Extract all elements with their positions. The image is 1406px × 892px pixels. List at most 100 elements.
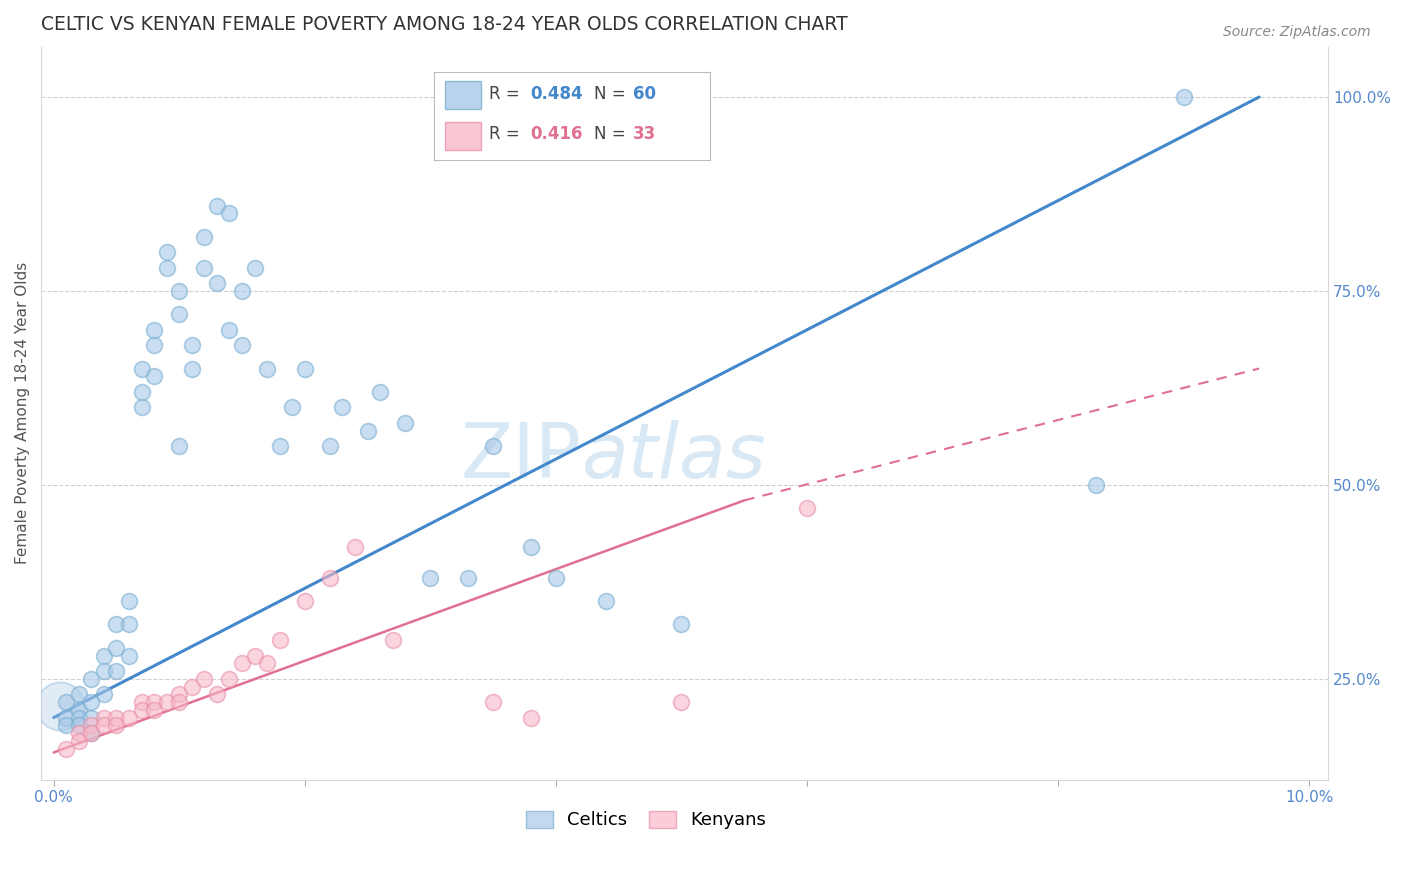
Point	[55, 710, 77, 724]
Point	[544, 571, 567, 585]
Point	[93, 718, 115, 732]
Point	[205, 277, 228, 291]
Point	[671, 617, 693, 632]
Point	[55, 741, 77, 756]
Point	[80, 726, 103, 740]
Point	[394, 416, 416, 430]
Point	[344, 540, 367, 554]
Y-axis label: Female Poverty Among 18-24 Year Olds: Female Poverty Among 18-24 Year Olds	[15, 262, 30, 565]
Point	[118, 648, 141, 663]
Point	[167, 687, 190, 701]
Point	[143, 695, 166, 709]
Point	[368, 384, 391, 399]
Point	[269, 439, 291, 453]
Point	[80, 718, 103, 732]
Point	[180, 338, 202, 352]
Legend: Celtics, Kenyans: Celtics, Kenyans	[519, 804, 773, 837]
Point	[520, 540, 543, 554]
Point	[167, 307, 190, 321]
Point	[143, 703, 166, 717]
Text: Source: ZipAtlas.com: Source: ZipAtlas.com	[1223, 25, 1371, 39]
Text: atlas: atlas	[582, 420, 766, 494]
Point	[105, 710, 128, 724]
Point	[281, 401, 304, 415]
Point	[80, 695, 103, 709]
Point	[55, 718, 77, 732]
Point	[294, 361, 316, 376]
Point	[256, 361, 278, 376]
Point	[482, 695, 505, 709]
Point	[143, 369, 166, 384]
Point	[67, 687, 90, 701]
Point	[319, 439, 342, 453]
Point	[131, 401, 153, 415]
Point	[167, 284, 190, 298]
Point	[180, 680, 202, 694]
Point	[218, 323, 240, 337]
Point	[105, 718, 128, 732]
Point	[332, 401, 354, 415]
Point	[193, 260, 215, 275]
Point	[105, 664, 128, 678]
Point	[131, 361, 153, 376]
Point	[520, 710, 543, 724]
Point	[156, 260, 179, 275]
Point	[482, 439, 505, 453]
Point	[193, 672, 215, 686]
Point	[143, 323, 166, 337]
Point	[156, 695, 179, 709]
Point	[193, 229, 215, 244]
Point	[67, 710, 90, 724]
Point	[231, 657, 253, 671]
Point	[218, 206, 240, 220]
Point	[131, 384, 153, 399]
Point	[205, 687, 228, 701]
Point	[243, 648, 266, 663]
Point	[356, 424, 378, 438]
Point	[105, 640, 128, 655]
Point	[67, 718, 90, 732]
Point	[93, 664, 115, 678]
Point	[167, 695, 190, 709]
Point	[105, 617, 128, 632]
Point	[231, 338, 253, 352]
Point	[156, 245, 179, 260]
Point	[595, 594, 617, 608]
Point	[231, 284, 253, 298]
Point	[67, 703, 90, 717]
Point	[118, 710, 141, 724]
Point	[118, 617, 141, 632]
Text: ZIP: ZIP	[461, 420, 582, 494]
Point	[294, 594, 316, 608]
Point	[80, 726, 103, 740]
Point	[93, 710, 115, 724]
Point	[671, 695, 693, 709]
Point	[49, 698, 72, 713]
Point	[243, 260, 266, 275]
Point	[180, 361, 202, 376]
Point	[218, 672, 240, 686]
Point	[131, 695, 153, 709]
Point	[256, 657, 278, 671]
Point	[167, 439, 190, 453]
Point	[55, 695, 77, 709]
Point	[269, 632, 291, 647]
Point	[118, 594, 141, 608]
Point	[93, 648, 115, 663]
Point	[381, 632, 404, 647]
Point	[319, 571, 342, 585]
Point	[67, 734, 90, 748]
Point	[93, 687, 115, 701]
Point	[205, 199, 228, 213]
Point	[457, 571, 479, 585]
Point	[67, 726, 90, 740]
Point	[80, 672, 103, 686]
Point	[419, 571, 441, 585]
Point	[131, 703, 153, 717]
Point	[1173, 90, 1195, 104]
Point	[143, 338, 166, 352]
Point	[1084, 478, 1107, 492]
Point	[80, 710, 103, 724]
Point	[796, 501, 818, 516]
Text: CELTIC VS KENYAN FEMALE POVERTY AMONG 18-24 YEAR OLDS CORRELATION CHART: CELTIC VS KENYAN FEMALE POVERTY AMONG 18…	[41, 15, 848, 34]
